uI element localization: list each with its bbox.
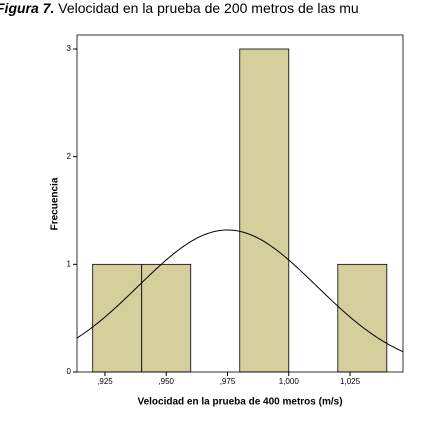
x-tick-label: 1,000: [279, 377, 300, 386]
chart-title: Figura 7. Velocidad en la prueba de 200 …: [0, 0, 359, 16]
y-tick-label: 0: [67, 367, 72, 376]
bar: [337, 263, 388, 373]
x-tick-label: ,975: [220, 377, 236, 386]
plot-frame: [76, 34, 404, 373]
normal-curve: [76, 229, 404, 353]
y-tick-label: 1: [67, 259, 72, 268]
x-tick-label: ,950: [158, 377, 174, 386]
y-tick-label: 3: [67, 44, 72, 53]
title-prefix: Figura 7.: [0, 0, 54, 16]
bar: [239, 48, 290, 373]
x-tick-label: 1,025: [340, 377, 361, 386]
x-axis-label: Velocidad en la prueba de 400 metros (m/…: [137, 397, 342, 408]
x-tick-label: ,925: [97, 377, 113, 386]
bar: [141, 263, 192, 373]
y-tick-label: 2: [67, 152, 72, 161]
bar: [92, 263, 143, 373]
title-text: Velocidad en la prueba de 200 metros de …: [58, 0, 358, 16]
y-axis-label: Frecuencia: [50, 177, 61, 230]
